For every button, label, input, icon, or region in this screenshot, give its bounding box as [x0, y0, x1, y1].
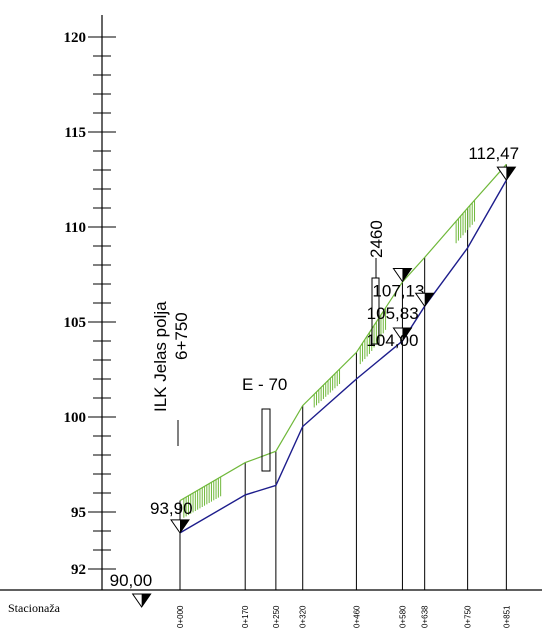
elevation-label: 107,13	[372, 282, 424, 301]
station-label: 0+750	[464, 605, 473, 628]
station-label: 0+851	[502, 605, 511, 628]
y-axis-ticks	[88, 36, 116, 570]
elevation-triangle-fill	[402, 328, 412, 341]
y-tick-label: 115	[64, 125, 86, 141]
design-profile-line	[179, 179, 508, 534]
y-tick-label: 95	[71, 505, 86, 521]
culvert-symbol-e70	[261, 408, 271, 472]
annotation-ilk-station: 6+750	[172, 312, 191, 360]
y-axis-labels: 120 115 110 105 100 95 92	[64, 30, 87, 578]
y-tick-label: 100	[64, 410, 87, 426]
elevation-label: 104,00	[366, 331, 418, 350]
y-tick-label: 92	[71, 562, 86, 578]
y-tick-label: 105	[64, 315, 87, 331]
elevation-triangle-fill	[141, 594, 151, 607]
station-label: 0+170	[241, 605, 250, 628]
cut-hatching	[183, 200, 476, 518]
elevation-triangle-fill	[180, 519, 189, 533]
station-label: 0+320	[299, 605, 308, 628]
annotation-e70: E - 70	[242, 375, 287, 394]
elevation-label: 112,47	[468, 144, 519, 163]
elevation-markers: 93,90 90,00 107,13 105,83 104,00 112,47	[110, 144, 519, 608]
station-label: 0+460	[352, 605, 361, 628]
elevation-triangle-fill	[506, 167, 516, 181]
y-tick-label: 120	[64, 30, 87, 46]
elevation-triangle-fill	[402, 268, 412, 282]
elevation-label: 93,90	[150, 499, 193, 518]
ground-profile-line	[179, 163, 507, 502]
y-tick-label: 110	[64, 220, 86, 236]
station-label: 0+000	[176, 605, 185, 628]
x-axis-caption: Stacionaža	[8, 601, 61, 615]
station-label: 0+580	[398, 605, 407, 628]
elevation-triangle-fill	[424, 293, 434, 307]
station-label: 0+638	[421, 605, 430, 628]
annotation-ilk-name: ILK Jelas polja	[151, 301, 170, 412]
elevation-label: 105,83	[367, 304, 419, 323]
annotation-2460: 2460	[367, 220, 386, 258]
elevation-label: 90,00	[110, 571, 153, 590]
station-label: 0+250	[272, 605, 281, 628]
